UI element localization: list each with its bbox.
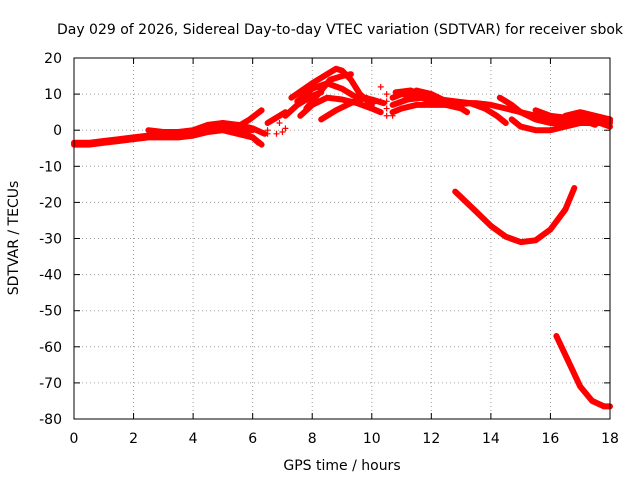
y-tick-label: -30: [39, 232, 62, 248]
y-tick-label: 10: [44, 87, 62, 103]
series-arc-l: [264, 109, 289, 126]
data-point-plus: [273, 130, 280, 137]
data-point-plus: [383, 105, 390, 112]
series-arc-x: [553, 333, 613, 410]
y-tick-label: 0: [53, 123, 62, 139]
x-tick-label: 4: [189, 431, 198, 447]
series-arc-j: [282, 89, 325, 119]
data-point-plus: [383, 98, 390, 105]
y-tick-label: -10: [39, 159, 62, 175]
series-arc-p: [389, 101, 465, 116]
y-axis-label: SDTVAR / TECUs: [6, 181, 22, 296]
chart-title: Day 029 of 2026, Sidereal Day-to-day VTE…: [57, 22, 624, 38]
data-point-plus: [383, 112, 390, 119]
series-layer: [71, 65, 613, 410]
plot-frame: [73, 57, 611, 420]
x-axis-label: GPS time / hours: [283, 458, 400, 474]
data-point-plus: [264, 130, 271, 137]
y-tick-label: -60: [39, 340, 62, 356]
y-tick-label: -80: [39, 412, 62, 428]
x-tick-label: 0: [70, 431, 79, 447]
x-tick-label: 16: [542, 431, 560, 447]
y-tick-label: -40: [39, 268, 62, 284]
y-tick-labels: 20 10 0 -10 -20 -30 -40 -50 -60 -70 -80: [39, 51, 62, 428]
y-tick-label: -50: [39, 304, 62, 320]
grid-layer: [74, 58, 610, 419]
x-tick-labels: 0 2 4 6 8 10 12 14 16 18: [70, 431, 619, 447]
series-arc-i: [303, 71, 354, 112]
data-point-plus: [383, 91, 390, 98]
y-tick-label: 20: [44, 51, 62, 67]
x-tick-label: 10: [363, 431, 381, 447]
series-arc-d: [219, 120, 265, 148]
x-tick-label: 8: [308, 431, 317, 447]
series-arc-c: [145, 120, 268, 137]
x-tick-label: 14: [482, 431, 500, 447]
data-point-plus: [389, 109, 396, 116]
series-arc-w: [452, 185, 578, 246]
x-tick-label: 2: [129, 431, 138, 447]
series-arc-v: [532, 107, 599, 128]
series-arc-e: [234, 107, 265, 130]
series-arc-b: [71, 127, 262, 148]
data-point-plus: [279, 129, 286, 136]
y-tick-label: -70: [39, 376, 62, 392]
series-arc-f: [288, 65, 375, 108]
x-tick-label: 12: [422, 431, 440, 447]
x-tick-label: 6: [248, 431, 257, 447]
y-tick-label: -20: [39, 195, 62, 211]
x-tick-label: 18: [601, 431, 619, 447]
series-arc-u: [562, 109, 613, 123]
data-point-plus: [377, 98, 384, 105]
data-point-plus: [377, 83, 384, 90]
data-point-plus: [282, 125, 289, 132]
data-point-plus: [276, 119, 283, 126]
series-arc-k: [318, 94, 378, 123]
